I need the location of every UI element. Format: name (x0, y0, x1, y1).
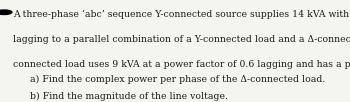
Text: a) Find the complex power per phase of the Δ-connected load.: a) Find the complex power per phase of t… (30, 74, 325, 84)
Text: lagging to a parallel combination of a Y-connected load and a Δ-connected load. : lagging to a parallel combination of a Y… (13, 35, 350, 44)
Text: A three-phase ‘abc’ sequence Y-connected source supplies 14 kVA with a power fac: A three-phase ‘abc’ sequence Y-connected… (13, 9, 350, 18)
Text: b) Find the magnitude of the line voltage.: b) Find the magnitude of the line voltag… (30, 92, 228, 101)
Text: connected load uses 9 kVA at a power factor of 0.6 lagging and has a phase curre: connected load uses 9 kVA at a power fac… (13, 60, 350, 69)
